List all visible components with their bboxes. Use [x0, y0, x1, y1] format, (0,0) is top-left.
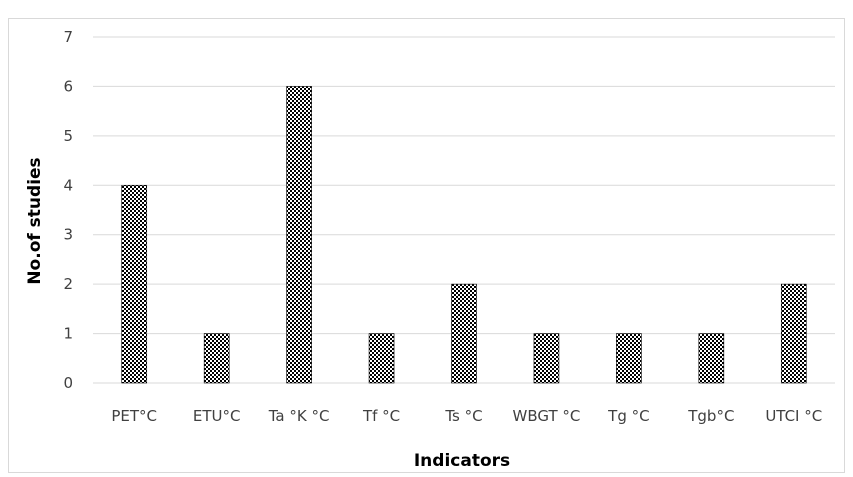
chart-frame [8, 18, 845, 473]
x-tick-label: WBGT °C [513, 407, 581, 425]
x-axis-title: Indicators [414, 451, 510, 471]
bar [616, 333, 642, 384]
y-tick-label: 4 [63, 176, 73, 194]
x-tick-labels: PET°C ETU°C Ta °K °C Tf °C Ts °C WBGT °C Tg °C… [111, 407, 822, 425]
x-tick-label: Tgb°C [687, 407, 734, 425]
bar [533, 333, 560, 384]
x-tick-label: PET°C [111, 407, 157, 425]
x-tick-label: Tg °C [607, 407, 649, 425]
y-tick-label: 1 [63, 325, 73, 343]
x-tick-label: Ts °C [444, 407, 482, 425]
bar [286, 86, 312, 384]
y-tick-label: 2 [63, 275, 73, 293]
y-tick-label: 0 [63, 374, 73, 392]
y-tick-label: 6 [63, 77, 73, 95]
bar [451, 283, 477, 384]
bar [121, 184, 148, 384]
y-tick-label: 7 [63, 28, 73, 46]
y-tick-label: 5 [63, 127, 73, 145]
bar [368, 333, 395, 384]
y-tick-label: 3 [63, 226, 73, 244]
y-tick-labels: 0 1 2 3 4 5 6 7 [63, 28, 73, 392]
bar [698, 333, 725, 384]
bar [780, 283, 807, 384]
bars [121, 86, 807, 384]
x-tick-label: UTCI °C [765, 407, 822, 425]
x-tick-label: Ta °K °C [268, 407, 330, 425]
bar [203, 333, 230, 384]
y-axis-title: No.of studies [25, 157, 45, 284]
x-tick-label: ETU°C [193, 407, 241, 425]
x-tick-label: Tf °C [362, 407, 400, 425]
